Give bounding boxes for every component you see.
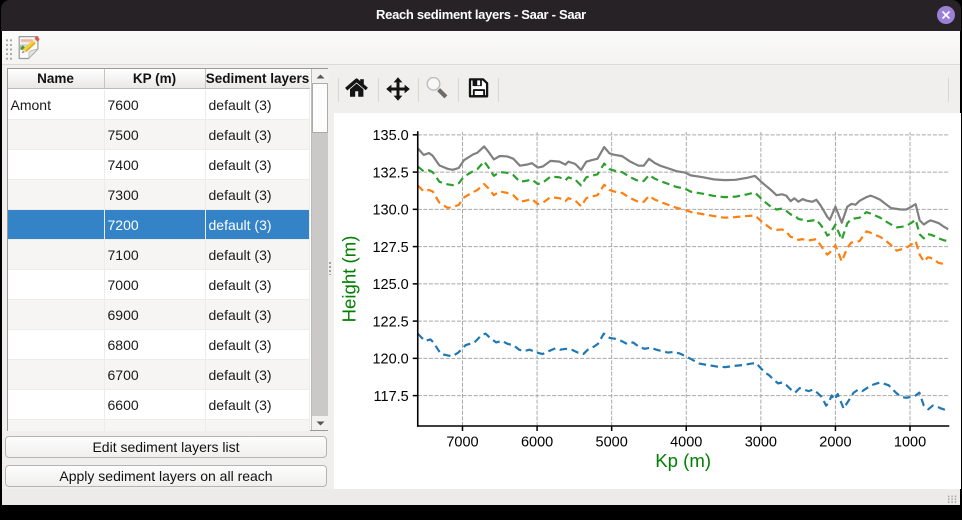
svg-text:Height (m): Height (m) [338, 236, 359, 323]
svg-text:122.5: 122.5 [372, 314, 408, 330]
svg-text:130.0: 130.0 [372, 203, 408, 219]
svg-text:2000: 2000 [819, 435, 851, 451]
svg-text:Kp (m): Kp (m) [655, 450, 711, 471]
svg-text:132.5: 132.5 [372, 165, 408, 181]
svg-text:127.5: 127.5 [372, 240, 408, 256]
svg-text:1000: 1000 [893, 435, 925, 451]
svg-text:125.0: 125.0 [372, 277, 408, 293]
svg-text:5000: 5000 [595, 435, 627, 451]
svg-text:6000: 6000 [520, 435, 552, 451]
svg-text:3000: 3000 [744, 435, 776, 451]
svg-text:4000: 4000 [670, 435, 702, 451]
svg-text:120.0: 120.0 [372, 352, 408, 368]
svg-text:7000: 7000 [446, 435, 478, 451]
svg-text:135.0: 135.0 [372, 128, 408, 144]
svg-text:117.5: 117.5 [373, 389, 408, 405]
